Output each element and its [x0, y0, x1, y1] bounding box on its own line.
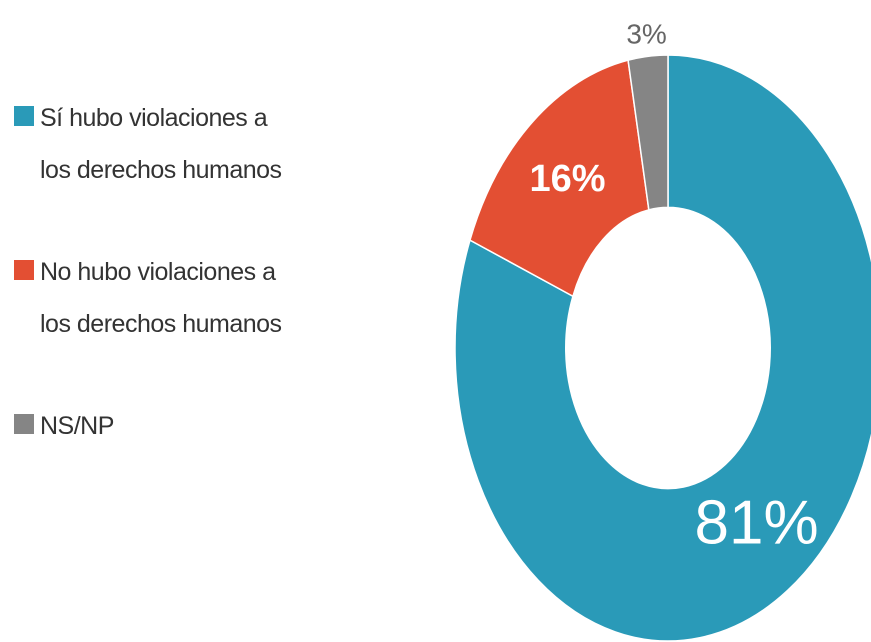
data-label: 16% — [529, 158, 605, 200]
legend-item: Sí hubo violaciones a los derechos human… — [14, 92, 314, 196]
legend-item: No hubo violaciones a los derechos human… — [14, 246, 314, 350]
data-label: 81% — [695, 489, 819, 558]
slice — [627, 54, 669, 211]
legend-label: NS/NP — [40, 412, 114, 440]
legend-label: Sí hubo violaciones a los derechos human… — [40, 104, 282, 184]
legend-swatch — [14, 106, 34, 126]
legend: Sí hubo violaciones a los derechos human… — [14, 92, 314, 502]
slice — [454, 54, 871, 642]
legend-item: NS/NP — [14, 400, 314, 452]
legend-swatch — [14, 414, 34, 434]
data-label: 3% — [626, 18, 666, 49]
slice — [469, 59, 650, 298]
legend-label: No hubo violaciones a los derechos human… — [40, 258, 282, 338]
legend-swatch — [14, 260, 34, 280]
